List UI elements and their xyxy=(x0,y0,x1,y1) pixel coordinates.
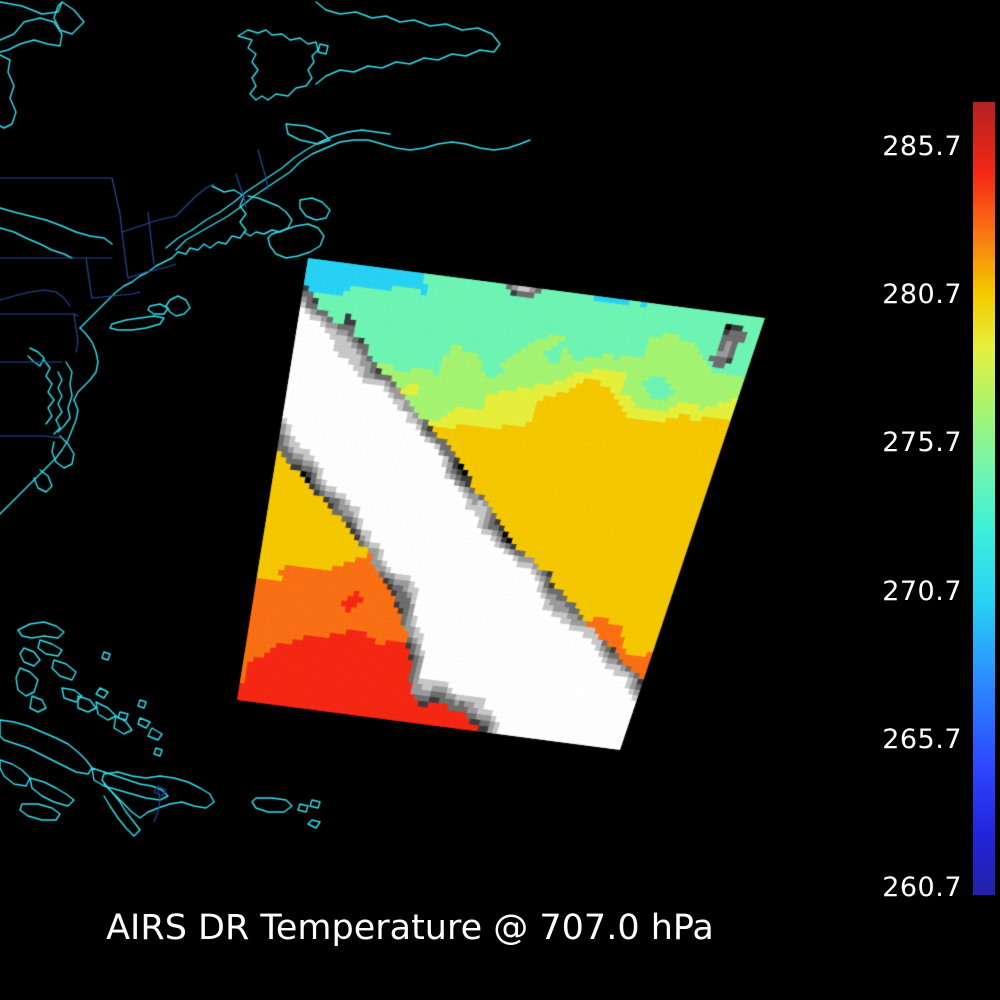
colorbar xyxy=(973,102,995,895)
colorbar-gradient xyxy=(973,102,995,895)
page-title: AIRS DR Temperature @ 707.0 hPa xyxy=(106,908,714,948)
